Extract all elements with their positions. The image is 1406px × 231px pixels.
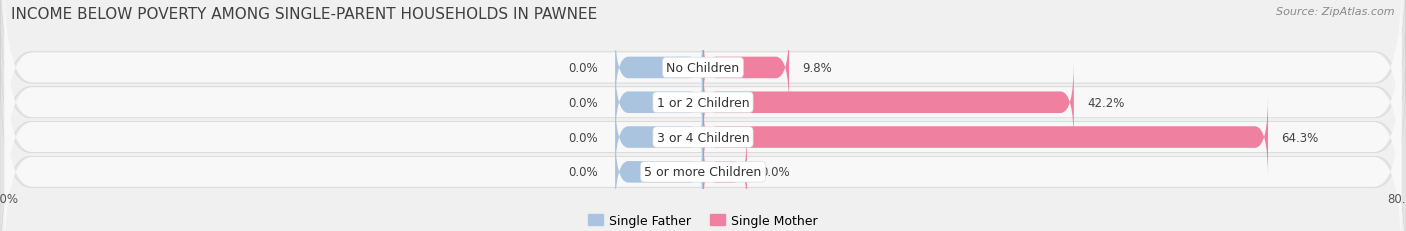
FancyBboxPatch shape bbox=[4, 42, 1402, 231]
Text: INCOME BELOW POVERTY AMONG SINGLE-PARENT HOUSEHOLDS IN PAWNEE: INCOME BELOW POVERTY AMONG SINGLE-PARENT… bbox=[11, 7, 598, 22]
Text: 64.3%: 64.3% bbox=[1281, 131, 1319, 144]
FancyBboxPatch shape bbox=[0, 32, 1406, 231]
FancyBboxPatch shape bbox=[616, 61, 703, 144]
Text: 3 or 4 Children: 3 or 4 Children bbox=[657, 131, 749, 144]
FancyBboxPatch shape bbox=[703, 96, 1268, 179]
FancyBboxPatch shape bbox=[4, 0, 1402, 164]
Text: 42.2%: 42.2% bbox=[1087, 96, 1125, 109]
Text: 0.0%: 0.0% bbox=[761, 166, 790, 179]
FancyBboxPatch shape bbox=[703, 61, 1074, 144]
FancyBboxPatch shape bbox=[0, 0, 1406, 208]
FancyBboxPatch shape bbox=[616, 27, 703, 109]
FancyBboxPatch shape bbox=[616, 131, 703, 213]
Legend: Single Father, Single Mother: Single Father, Single Mother bbox=[583, 209, 823, 231]
Text: 0.0%: 0.0% bbox=[568, 96, 598, 109]
FancyBboxPatch shape bbox=[0, 67, 1406, 231]
Text: 0.0%: 0.0% bbox=[568, 62, 598, 75]
Text: No Children: No Children bbox=[666, 62, 740, 75]
FancyBboxPatch shape bbox=[703, 27, 789, 109]
Text: 9.8%: 9.8% bbox=[803, 62, 832, 75]
FancyBboxPatch shape bbox=[4, 7, 1402, 199]
FancyBboxPatch shape bbox=[4, 76, 1402, 231]
Text: Source: ZipAtlas.com: Source: ZipAtlas.com bbox=[1277, 7, 1395, 17]
FancyBboxPatch shape bbox=[0, 0, 1406, 174]
FancyBboxPatch shape bbox=[703, 131, 747, 213]
Text: 0.0%: 0.0% bbox=[568, 131, 598, 144]
FancyBboxPatch shape bbox=[616, 96, 703, 179]
Text: 1 or 2 Children: 1 or 2 Children bbox=[657, 96, 749, 109]
Text: 0.0%: 0.0% bbox=[568, 166, 598, 179]
Text: 5 or more Children: 5 or more Children bbox=[644, 166, 762, 179]
